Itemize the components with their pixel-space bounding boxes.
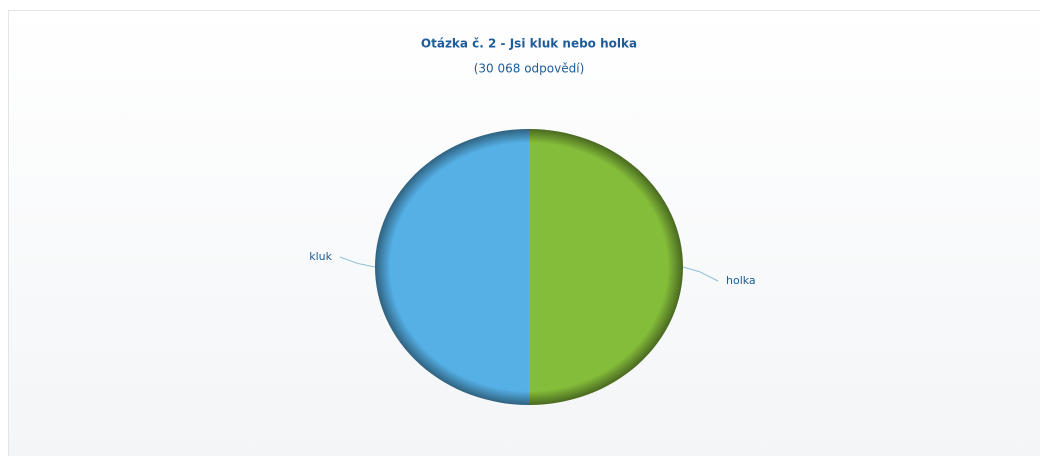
pie-slice	[375, 129, 529, 405]
chart-title: Otázka č. 2 - Jsi kluk nebo holka	[421, 37, 637, 51]
label-connector	[339, 256, 376, 268]
slice-label: kluk	[309, 250, 332, 263]
slice-label: holka	[726, 274, 756, 287]
pie-slice	[529, 129, 683, 405]
chart-subtitle: (30 068 odpovědí)	[474, 62, 585, 76]
label-connector	[682, 266, 719, 282]
